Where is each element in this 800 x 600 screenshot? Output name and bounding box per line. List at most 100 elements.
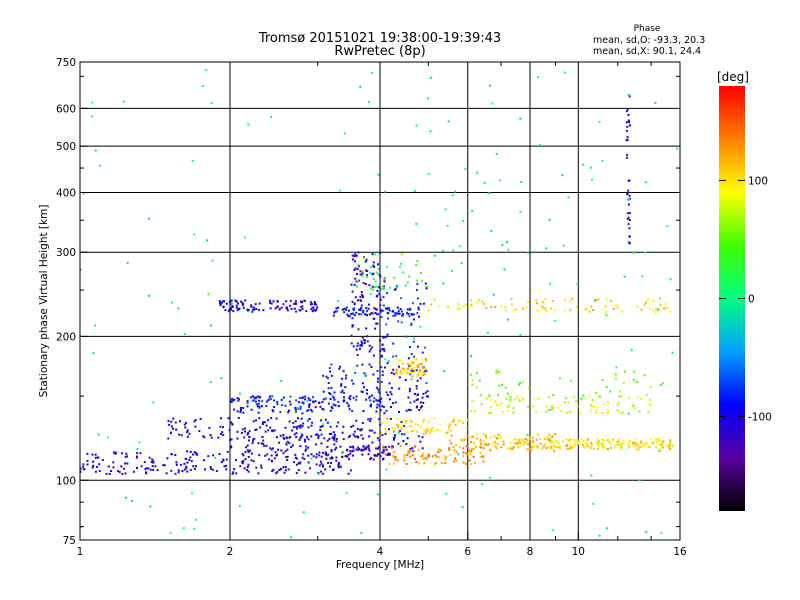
data-point [230, 308, 233, 311]
data-point [628, 441, 631, 444]
data-point [481, 455, 484, 458]
data-point [424, 282, 427, 285]
data-point [384, 307, 387, 310]
data-point [462, 461, 465, 464]
data-point [502, 443, 505, 446]
data-point [330, 406, 333, 409]
data-point [605, 310, 608, 313]
data-point [400, 253, 403, 256]
data-point [220, 377, 223, 380]
data-point [278, 441, 281, 444]
data-point [470, 463, 472, 465]
data-point [376, 403, 379, 406]
data-point [659, 384, 662, 387]
data-point [470, 355, 472, 358]
data-point [539, 442, 542, 445]
data-point [410, 323, 413, 326]
data-point [354, 267, 357, 270]
data-point [372, 264, 375, 267]
data-point [124, 462, 127, 465]
data-point [635, 448, 638, 451]
data-point [382, 296, 385, 299]
data-point [601, 309, 604, 311]
data-point [617, 438, 620, 441]
data-point [425, 360, 428, 362]
data-point [550, 405, 553, 408]
data-point [472, 442, 475, 445]
data-point [470, 303, 473, 306]
data-point [241, 461, 244, 464]
data-point [152, 460, 155, 463]
data-point [648, 445, 651, 448]
data-point [466, 434, 469, 437]
data-point [403, 454, 406, 457]
data-point [98, 470, 101, 472]
data-point [597, 443, 600, 446]
data-point [468, 449, 471, 452]
data-point [400, 428, 403, 431]
data-point [240, 409, 242, 411]
data-point [372, 373, 375, 376]
data-point [380, 366, 383, 369]
data-point [552, 394, 555, 396]
data-point [392, 314, 395, 317]
data-point [516, 442, 519, 445]
data-point [387, 452, 390, 455]
data-point [307, 438, 310, 441]
data-point [666, 444, 669, 447]
data-point [355, 435, 358, 438]
data-point [316, 306, 319, 309]
data-point [254, 400, 257, 403]
data-point [322, 408, 325, 411]
data-point [122, 100, 125, 103]
data-point [655, 446, 658, 449]
data-point [634, 442, 637, 445]
data-point [403, 369, 406, 372]
data-point [285, 300, 288, 303]
data-point [544, 442, 547, 445]
data-point [632, 379, 635, 381]
data-point [349, 449, 352, 452]
data-point [397, 312, 399, 315]
data-point [243, 436, 246, 439]
data-point [320, 442, 323, 445]
data-point [362, 445, 365, 448]
data-point [152, 468, 155, 471]
data-point [424, 358, 427, 360]
data-point [373, 307, 376, 310]
data-point [365, 389, 368, 391]
data-point [517, 397, 520, 400]
data-point [229, 300, 232, 303]
data-point [284, 404, 287, 407]
data-point [426, 430, 429, 433]
data-point [236, 410, 239, 413]
data-point [415, 364, 418, 367]
data-point [199, 418, 202, 420]
data-point [196, 453, 199, 456]
data-point [411, 447, 414, 450]
data-point [395, 423, 398, 426]
data-point [471, 210, 474, 213]
data-point [627, 446, 630, 449]
data-point [465, 462, 467, 465]
data-point [632, 443, 635, 446]
data-point [434, 461, 437, 464]
data-point [394, 371, 397, 373]
data-point [378, 274, 381, 277]
data-point [222, 434, 225, 437]
data-point [91, 453, 94, 456]
data-point [231, 472, 234, 475]
data-point [376, 273, 379, 276]
data-point [257, 442, 260, 445]
data-point [368, 429, 371, 432]
data-point [366, 275, 369, 278]
data-point [445, 492, 448, 495]
data-point [406, 281, 409, 284]
data-point [363, 386, 365, 389]
data-point [495, 153, 498, 155]
data-point [312, 455, 315, 458]
data-point [355, 395, 358, 398]
data-point [228, 308, 231, 311]
data-point [468, 459, 471, 462]
